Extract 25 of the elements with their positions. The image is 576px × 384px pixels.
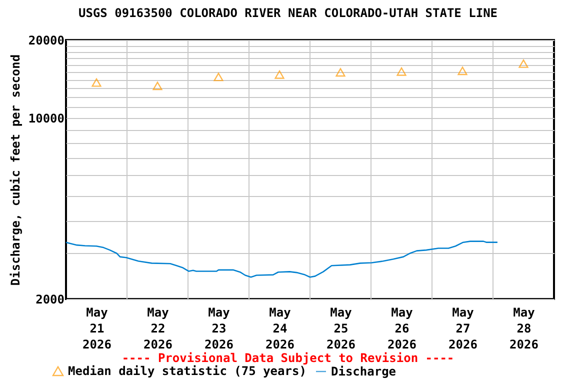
y-tick-label: 10000 [28, 111, 64, 126]
x-tick-label: May 25 2026 [326, 306, 356, 352]
line-series [65, 240, 498, 278]
point [336, 68, 346, 77]
text: ---- Provisional Data Subject to Revision ---- [122, 351, 454, 365]
legend-label: Discharge [331, 364, 396, 378]
point [518, 59, 528, 68]
x-tick-label: May 22 2026 [144, 306, 172, 352]
point [274, 70, 284, 79]
y-axis-title: Discharge, cubic feet per second [8, 54, 22, 286]
y-tick-label: 2000 [36, 292, 64, 306]
x-tick-label: May 28 2026 [510, 306, 538, 352]
x-tick-label: May 23 2026 [204, 306, 234, 352]
point [214, 72, 224, 82]
point [92, 78, 102, 87]
point [152, 82, 162, 90]
x-tick-label: May 21 2026 [82, 306, 112, 352]
chart-title: USGS 09163500 COLORADO RIVER NEAR COLORADO-UTAH STATE LINE [78, 6, 498, 20]
x-tick-label: May 26 2026 [388, 306, 416, 352]
point [396, 67, 406, 76]
legend-label: Median daily statistic (75 years) [68, 364, 306, 378]
point [458, 66, 468, 76]
y-tick-label: 20000 [28, 34, 64, 48]
x-tick-label: May 24 2026 [266, 306, 294, 352]
x-tick-label: May 27 2026 [448, 306, 478, 352]
